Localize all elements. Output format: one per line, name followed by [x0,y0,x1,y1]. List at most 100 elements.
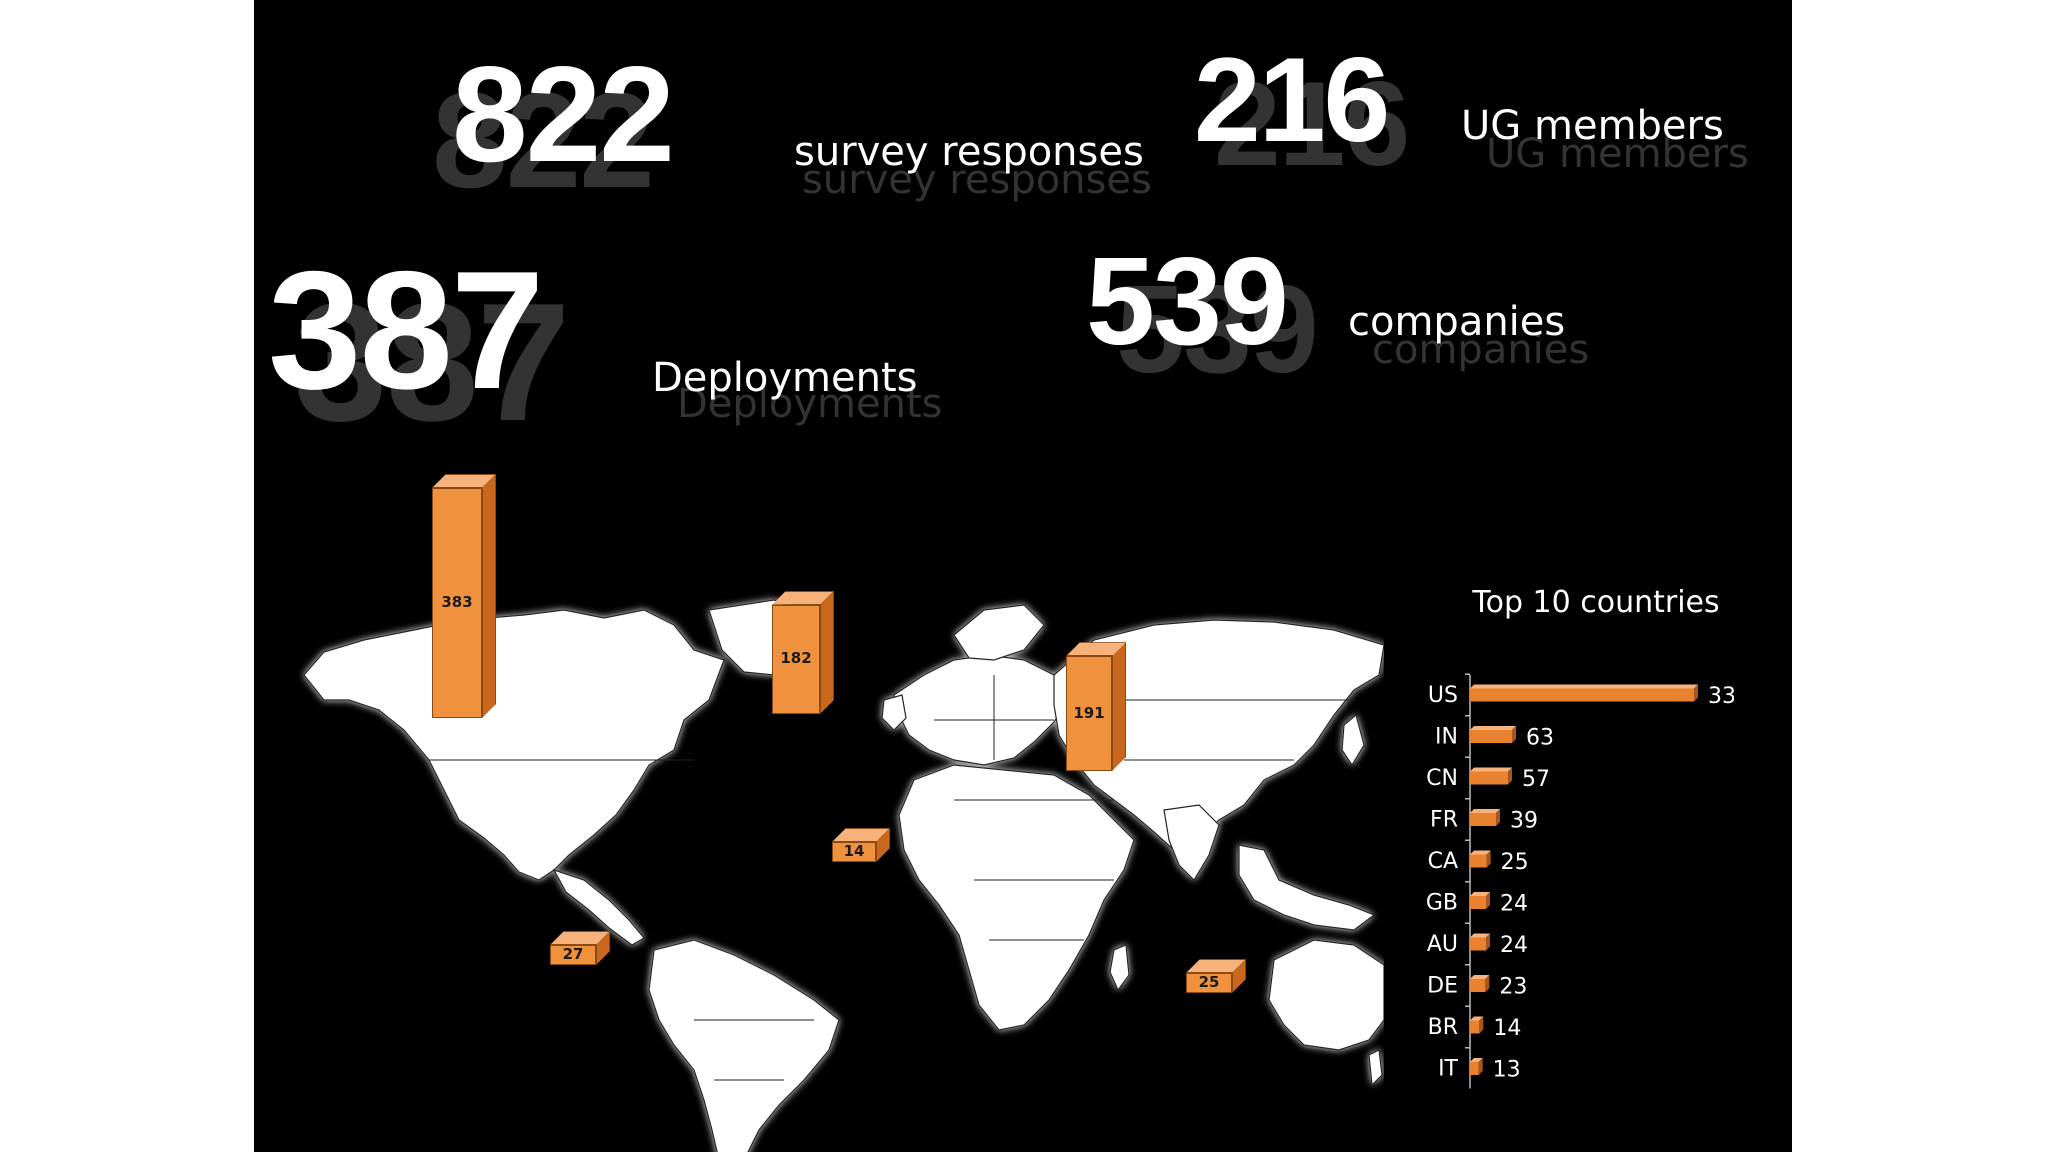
top10-bar-front [1470,854,1487,868]
top10-bar-side [1694,684,1698,702]
survey-label-reflection: survey responses [802,157,1152,203]
top10-bar-front [1470,1062,1479,1075]
new-zealand-shape [1368,1049,1383,1087]
deployments-label-reflection: Deployments [677,381,943,427]
top10-bar-cn [1470,767,1512,785]
top10-bar-front [1470,937,1486,951]
scandinavia-shape [953,604,1045,661]
top10-bar-it [1470,1058,1483,1075]
map-bar-front [1186,973,1232,993]
map-bar-side [482,474,496,718]
top10-bar-side [1486,933,1490,951]
top10-bar-top [1470,933,1490,938]
map-bar-label: 27 [562,945,584,963]
slide: 822 822 survey responses survey response… [254,0,1792,1152]
top10-bar-front [1470,688,1694,702]
top10-category-label: DE [1427,974,1458,999]
world-map [254,460,1384,1152]
top10-bar-top [1470,892,1490,896]
top10-bar-top [1470,767,1512,772]
top10-bar-side [1508,767,1512,785]
top10-title: Top 10 countries [1472,585,1720,620]
top10-bar-side [1485,975,1490,992]
top10-category-label: IN [1435,725,1458,750]
uk-shape [881,694,907,731]
world-map-shape [303,599,1384,1152]
map-bar-europe: 182 [772,590,834,714]
india-shape [1163,804,1220,881]
top10-bar-front [1470,730,1512,743]
top10-bar-au [1470,933,1490,951]
map-bar-label: 182 [780,649,812,668]
south-america-shape [648,939,840,1152]
companies-label: companies [1348,299,1566,345]
top10-category-label: US [1428,683,1458,708]
map-bar-label: 191 [1073,703,1105,722]
top10-bar-side [1486,892,1490,909]
map-bar-front [550,945,596,965]
map-bar-side [1112,642,1126,771]
africa-shape [898,764,1135,1031]
top10-category-label: BR [1428,1015,1458,1040]
madagascar-shape [1109,944,1130,992]
top10-bar-top [1470,850,1491,855]
map-bar-label: 383 [441,593,473,611]
map-bar-asia: 191 [1066,642,1126,771]
top10-bar-gb [1470,892,1490,909]
southeast-asia-shape [1238,844,1376,931]
deployments-value-reflection: 387 [294,268,570,456]
top10-bar-front [1470,896,1486,909]
top10-value-label: 39 [1510,809,1538,834]
top10-bar-fr [1470,809,1500,826]
top10-category-label: CA [1428,849,1458,874]
top10-bar-front [1470,1020,1480,1034]
deployments-label: Deployments [652,355,918,401]
top10-bar-ca [1470,850,1491,868]
companies-label-reflection: companies [1372,327,1590,373]
survey-value-reflection: 822 [432,64,655,216]
ug-label: UG members [1461,103,1724,149]
top10-bar-us [1470,684,1698,702]
ug-value-reflection: 216 [1214,57,1410,191]
map-bar-south-america: 27 [550,931,610,965]
survey-label: survey responses [794,129,1144,175]
survey-value: 822 [452,38,675,190]
country-borders [429,675,1354,1081]
map-bar-label: 14 [843,842,865,860]
top10-bar-front [1470,979,1486,992]
australia-shape [1268,939,1384,1051]
top10-bar-de [1470,975,1490,992]
top10-value-label: 24 [1500,933,1528,958]
europe-shape [893,654,1070,766]
top10-category-label: GB [1426,891,1458,916]
map-bar-label: 25 [1198,973,1220,991]
top10-category-label: FR [1430,808,1458,833]
japan-shape [1341,713,1365,767]
top10-bar-front [1470,813,1496,826]
top10-category-label: CN [1426,766,1458,791]
top10-bar-in [1470,726,1516,743]
top10-bar-side [1479,1016,1484,1034]
top10-bar-side [1496,809,1500,826]
top10-bar-top [1470,726,1516,730]
map-bar-side [820,590,834,714]
map-bar-front [1066,656,1112,771]
central-america-shape [552,868,645,946]
top10-value-label: 23 [1499,975,1527,1000]
map-bar-front [432,488,482,718]
top10-category-label: AU [1427,932,1458,957]
top10-value-label: 57 [1522,767,1550,792]
top10-bar-top [1470,1058,1483,1062]
top10-chart: US 336 IN 63 CN 57 FR 39 CA 25 GB 24 AU 24 DE 23 BR 14 IT 1… [1426,673,1734,1089]
map-bar-oceania: 25 [1186,959,1246,993]
top10-value-label: 14 [1493,1016,1521,1041]
top10-bar-top [1470,684,1698,689]
top10-value-label: 25 [1501,850,1529,875]
ug-value: 216 [1194,33,1390,167]
map-bar-front [832,842,876,862]
top10-bar-side [1478,1058,1483,1075]
top10-bar-top [1470,1016,1484,1021]
north-america-shape [303,609,725,881]
map-bar-africa: 14 [832,828,890,862]
ug-label-reflection: UG members [1486,131,1749,177]
